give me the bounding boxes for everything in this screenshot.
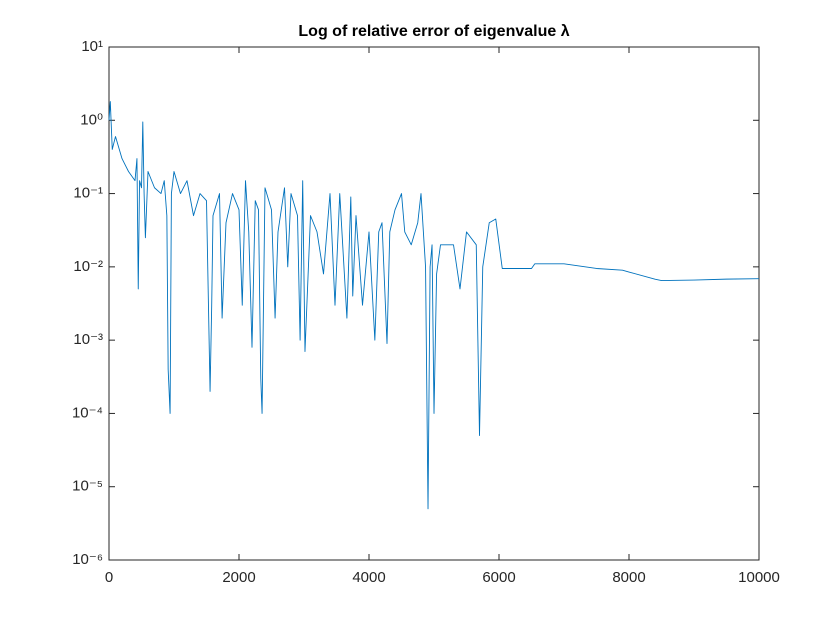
y-tick-label: 10¹ xyxy=(81,38,103,55)
x-tick-label: 0 xyxy=(105,569,113,586)
x-tick-label: 4000 xyxy=(352,569,385,586)
y-tick-label: 10⁻¹ xyxy=(73,185,103,202)
x-tick-label: 8000 xyxy=(612,569,645,586)
y-tick-label: 10⁻⁵ xyxy=(72,478,103,495)
data-line xyxy=(108,101,760,510)
x-tick-label: 6000 xyxy=(482,569,515,586)
chart-title: Log of relative error of eigenvalue λ xyxy=(298,23,569,40)
y-tick-label: 10⁰ xyxy=(80,111,103,128)
x-tick-label: 2000 xyxy=(222,569,255,586)
y-tick-label: 10⁻⁶ xyxy=(72,551,103,568)
y-tick-label: 10⁻³ xyxy=(73,331,103,348)
x-tick-label: 10000 xyxy=(738,569,780,586)
y-tick-label: 10⁻⁴ xyxy=(72,404,103,421)
y-tick-label: 10⁻² xyxy=(73,258,103,275)
axes-box xyxy=(108,46,760,561)
